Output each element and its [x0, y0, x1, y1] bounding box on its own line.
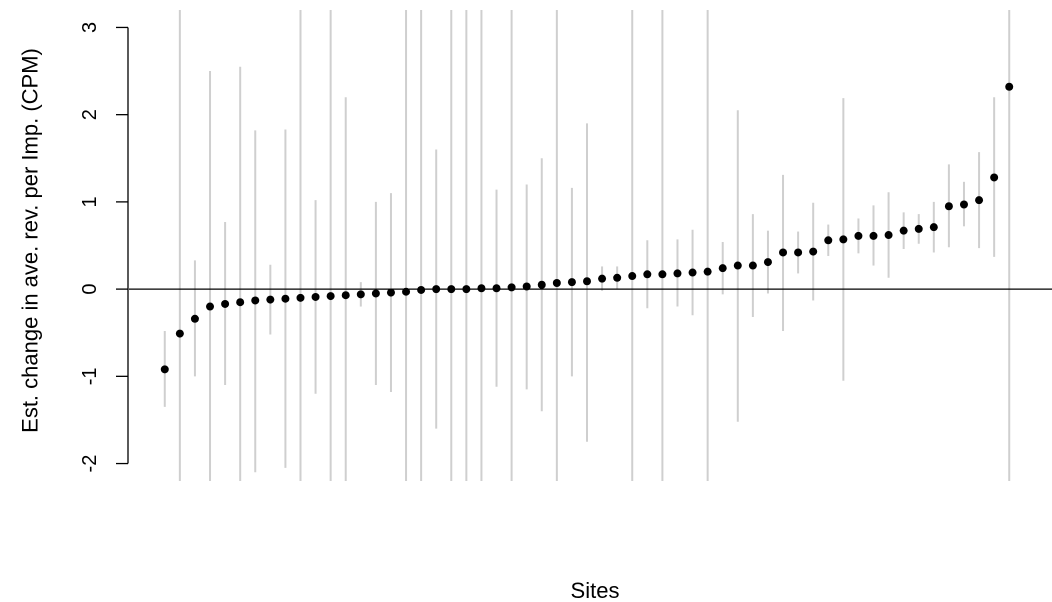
data-point — [236, 298, 245, 307]
data-point — [371, 289, 380, 298]
data-point — [160, 365, 169, 374]
data-point — [462, 285, 471, 294]
error-bars — [163, 10, 1011, 481]
data-points — [160, 82, 1014, 374]
data-point — [733, 261, 742, 270]
data-point — [206, 302, 215, 311]
data-point — [266, 295, 275, 304]
data-point — [929, 223, 938, 232]
data-point — [190, 314, 199, 323]
data-point — [507, 283, 516, 292]
data-point — [914, 224, 923, 233]
data-point — [432, 285, 441, 294]
data-point — [990, 173, 999, 182]
data-point — [221, 299, 230, 308]
data-point — [281, 294, 290, 303]
data-point — [703, 267, 712, 276]
data-point — [296, 293, 305, 302]
x-axis-title: Sites — [571, 578, 620, 602]
y-tick-label: 0 — [79, 284, 101, 295]
data-point — [583, 277, 591, 286]
data-point — [522, 282, 531, 291]
data-point — [763, 258, 772, 267]
data-point — [884, 231, 893, 240]
data-point — [613, 273, 622, 282]
data-point — [628, 272, 637, 281]
data-point — [839, 235, 848, 244]
data-point — [417, 285, 426, 294]
data-point — [824, 236, 833, 245]
data-point — [673, 269, 682, 278]
data-point — [598, 274, 607, 283]
data-point — [959, 200, 968, 209]
data-point — [869, 231, 878, 240]
data-point — [537, 280, 546, 289]
y-tick-label: 3 — [79, 22, 101, 33]
y-tick-label: -2 — [79, 455, 101, 473]
y-axis: -2 -1 0 1 2 3 — [79, 22, 129, 473]
data-point — [794, 248, 803, 257]
data-point — [643, 270, 652, 279]
data-point — [688, 268, 697, 277]
y-tick-label: -1 — [79, 367, 101, 385]
y-tick-label: 2 — [79, 109, 101, 120]
data-point — [899, 226, 908, 235]
data-point — [779, 248, 788, 257]
data-point — [854, 231, 863, 240]
data-point — [809, 247, 818, 256]
data-point — [402, 287, 411, 296]
data-point — [326, 292, 335, 301]
data-point — [251, 296, 260, 305]
data-point — [492, 284, 501, 293]
data-point — [975, 196, 984, 205]
data-point — [311, 292, 320, 301]
data-point — [748, 261, 757, 270]
y-tick-label: 1 — [79, 196, 101, 207]
data-point — [567, 278, 576, 287]
data-point — [386, 288, 395, 297]
data-point — [718, 264, 727, 273]
data-point — [1005, 82, 1014, 91]
data-point — [552, 279, 561, 288]
data-point — [447, 285, 456, 294]
data-point — [341, 291, 350, 300]
data-point — [658, 270, 667, 279]
data-point — [356, 290, 365, 299]
data-point — [175, 329, 184, 338]
data-point — [477, 284, 486, 293]
y-axis-title: Est. change in ave. rev. per Imp. (CPM) — [18, 48, 43, 433]
data-point — [944, 202, 953, 211]
